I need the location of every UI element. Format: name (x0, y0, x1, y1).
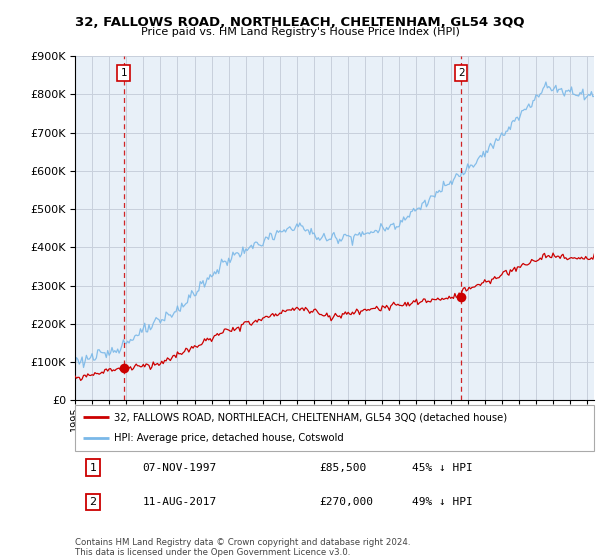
Text: Contains HM Land Registry data © Crown copyright and database right 2024.
This d: Contains HM Land Registry data © Crown c… (75, 538, 410, 557)
Text: 49% ↓ HPI: 49% ↓ HPI (412, 497, 473, 507)
Text: 07-NOV-1997: 07-NOV-1997 (142, 463, 217, 473)
Text: 2: 2 (89, 497, 97, 507)
Text: 1: 1 (121, 68, 127, 78)
Text: HPI: Average price, detached house, Cotswold: HPI: Average price, detached house, Cots… (114, 433, 344, 444)
Text: 11-AUG-2017: 11-AUG-2017 (142, 497, 217, 507)
Text: 45% ↓ HPI: 45% ↓ HPI (412, 463, 473, 473)
Text: 1: 1 (89, 463, 97, 473)
Text: 32, FALLOWS ROAD, NORTHLEACH, CHELTENHAM, GL54 3QQ (detached house): 32, FALLOWS ROAD, NORTHLEACH, CHELTENHAM… (114, 412, 507, 422)
FancyBboxPatch shape (75, 405, 594, 451)
Text: £270,000: £270,000 (319, 497, 373, 507)
Text: 32, FALLOWS ROAD, NORTHLEACH, CHELTENHAM, GL54 3QQ: 32, FALLOWS ROAD, NORTHLEACH, CHELTENHAM… (75, 16, 525, 29)
Text: £85,500: £85,500 (319, 463, 366, 473)
Text: 2: 2 (458, 68, 464, 78)
Text: Price paid vs. HM Land Registry's House Price Index (HPI): Price paid vs. HM Land Registry's House … (140, 27, 460, 37)
